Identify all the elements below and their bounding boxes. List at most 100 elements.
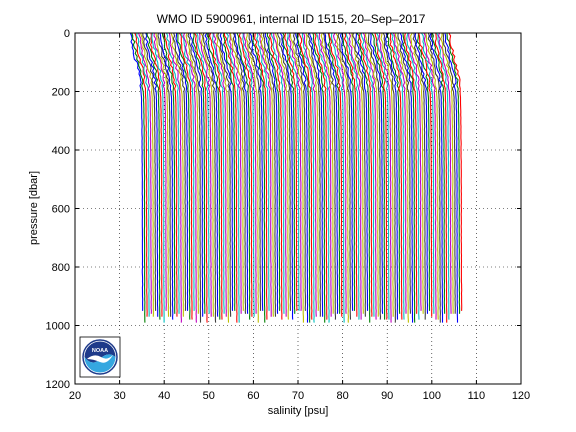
- salinity-profile-line: [332, 32, 347, 314]
- salinity-profile-line: [434, 32, 448, 323]
- salinity-profile-line: [384, 32, 399, 320]
- x-tick-label: 80: [336, 390, 348, 402]
- salinity-profile-line: [234, 32, 249, 314]
- salinity-profile-line: [209, 32, 223, 320]
- salinity-profile-line: [351, 32, 364, 314]
- salinity-profile-line: [193, 32, 208, 323]
- salinity-profile-line: [288, 32, 302, 311]
- salinity-profile-line: [229, 32, 244, 311]
- salinity-profile-line: [418, 32, 433, 317]
- salinity-profile-line: [448, 32, 463, 311]
- salinity-profile-line: [256, 32, 270, 311]
- salinity-profile-line: [269, 32, 283, 320]
- y-tick-label: 600: [52, 204, 70, 216]
- y-tick-label: 0: [64, 28, 70, 40]
- salinity-profile-line: [229, 32, 242, 314]
- salinity-profile-line: [305, 32, 319, 311]
- plot-area: [74, 32, 522, 385]
- salinity-profile-line: [153, 32, 167, 311]
- salinity-profile-line: [382, 32, 396, 323]
- salinity-profile-line: [318, 32, 332, 317]
- salinity-profile-line: [270, 32, 285, 314]
- salinity-profile-line: [236, 32, 251, 320]
- y-tick-label: 800: [52, 262, 70, 274]
- salinity-profile-line: [155, 32, 170, 317]
- salinity-profile-line: [279, 32, 294, 320]
- salinity-profile-line: [371, 32, 386, 320]
- x-tick-label: 110: [468, 390, 486, 402]
- salinity-profile-line: [375, 32, 390, 320]
- salinity-profile-line: [150, 32, 163, 317]
- salinity-profile-line: [298, 32, 313, 320]
- x-tick-label: 90: [381, 390, 393, 402]
- salinity-profile-line: [274, 32, 289, 320]
- x-tick-label: 120: [512, 390, 530, 402]
- salinity-profile-line: [330, 32, 345, 323]
- salinity-profile-line: [390, 32, 405, 320]
- salinity-profile-line: [260, 32, 274, 317]
- salinity-profile-line: [206, 33, 221, 320]
- salinity-profile-line: [380, 32, 394, 317]
- salinity-profile-line: [254, 32, 268, 320]
- x-tick-label: 60: [247, 390, 259, 402]
- salinity-profile-line: [217, 32, 232, 317]
- salinity-profile-line: [242, 32, 255, 317]
- salinity-profile-line: [170, 32, 184, 317]
- salinity-profile-line: [249, 32, 264, 311]
- x-tick-label: 40: [158, 390, 170, 402]
- salinity-profile-line: [151, 32, 165, 323]
- salinity-profile-line: [362, 32, 377, 320]
- x-axis-label: salinity [psu]: [268, 405, 329, 417]
- salinity-profile-line: [295, 32, 309, 323]
- x-tick-label: 50: [203, 390, 215, 402]
- salinity-profile-line: [360, 32, 375, 317]
- y-tick-label: 1000: [46, 321, 70, 333]
- salinity-profile-line: [337, 32, 352, 320]
- grid-lines: [75, 33, 521, 384]
- chart-title: WMO ID 5900961, internal ID 1515, 20–Sep…: [157, 12, 426, 26]
- salinity-profile-line: [437, 32, 452, 314]
- salinity-profile-line: [129, 32, 144, 311]
- salinity-profile-line: [131, 32, 146, 323]
- salinity-profile-line: [328, 32, 343, 317]
- salinity-profile-line: [324, 32, 339, 314]
- salinity-profile-line: [308, 32, 324, 317]
- salinity-profile-line: [180, 32, 195, 311]
- salinity-profile-line: [146, 32, 161, 320]
- salinity-profile-line: [163, 32, 178, 317]
- salinity-profile-line: [315, 32, 330, 323]
- salinity-profile-line: [378, 32, 392, 323]
- salinity-profile-line: [421, 32, 435, 314]
- salinity-profile-line: [314, 32, 328, 320]
- salinity-profile-line: [138, 32, 152, 314]
- salinity-profile-line: [394, 32, 409, 323]
- salinity-profiles: [129, 32, 463, 323]
- salinity-profile-line: [159, 32, 174, 320]
- salinity-profile-line: [248, 32, 262, 311]
- salinity-profile-line: [165, 32, 180, 314]
- salinity-profile-line: [386, 32, 401, 314]
- salinity-profile-line: [404, 32, 418, 314]
- salinity-profile-line: [425, 32, 439, 320]
- logo-text: NOAA: [92, 348, 108, 354]
- salinity-profile-line: [301, 32, 315, 323]
- salinity-profile-line: [399, 32, 414, 323]
- salinity-profile-line: [408, 32, 422, 311]
- salinity-profile-line: [289, 32, 304, 323]
- salinity-profile-line: [286, 32, 300, 311]
- noaa-logo: NOAA: [79, 336, 121, 378]
- salinity-profile-line: [392, 32, 407, 314]
- salinity-profile-line: [245, 33, 259, 323]
- salinity-profile-line: [320, 32, 334, 314]
- salinity-profile-line: [327, 32, 341, 314]
- salinity-profile-line: [185, 32, 199, 314]
- salinity-profile-line: [343, 32, 358, 317]
- salinity-profile-line: [397, 32, 411, 314]
- salinity-profile-line: [192, 32, 206, 314]
- y-tick-label: 200: [52, 87, 70, 99]
- y-tick-label: 400: [52, 145, 70, 157]
- salinity-profile-line: [266, 33, 281, 311]
- salinity-profile-line: [187, 32, 202, 323]
- salinity-profile-line: [136, 32, 150, 317]
- x-tick-label: 100: [423, 390, 441, 402]
